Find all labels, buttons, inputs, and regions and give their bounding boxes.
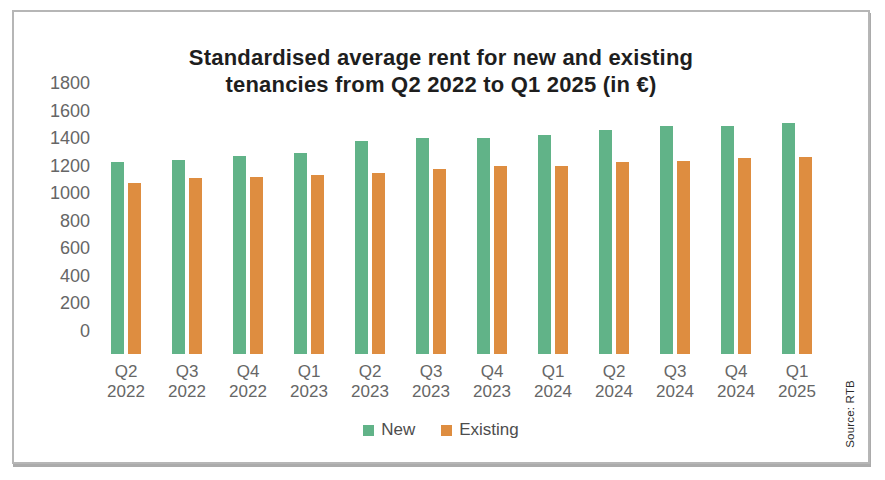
y-tick-label: 1000 <box>14 183 90 204</box>
bar-existing-q1-2025 <box>799 157 812 354</box>
bar-new-q2-2023 <box>355 141 368 354</box>
x-tick-label: Q32024 <box>645 362 705 402</box>
bar-existing-q3-2023 <box>433 169 446 354</box>
bar-new-q3-2022 <box>172 160 185 354</box>
legend-item-existing: Existing <box>441 420 519 440</box>
x-tick-label: Q42022 <box>218 362 278 402</box>
bar-existing-q2-2022 <box>128 183 141 354</box>
y-tick-label: 600 <box>14 239 90 260</box>
bar-existing-q1-2024 <box>555 166 568 354</box>
y-tick-label: 1600 <box>14 101 90 122</box>
bar-existing-q2-2024 <box>616 162 629 354</box>
bar-existing-q3-2022 <box>189 178 202 354</box>
x-tick-label: Q22024 <box>584 362 644 402</box>
chart-title: Standardised average rent for new and ex… <box>14 44 868 98</box>
bar-existing-q1-2023 <box>311 175 324 354</box>
x-tick-label: Q32023 <box>401 362 461 402</box>
y-tick-label: 0 <box>14 321 90 342</box>
bar-existing-q4-2023 <box>494 166 507 354</box>
x-tick-label: Q12023 <box>279 362 339 402</box>
y-axis: 020040060080010001200140016001800 <box>14 106 90 354</box>
x-tick-label: Q42024 <box>706 362 766 402</box>
legend-item-new: New <box>363 420 415 440</box>
y-tick-label: 800 <box>14 211 90 232</box>
x-tick-label: Q32022 <box>157 362 217 402</box>
bar-new-q3-2024 <box>660 126 673 354</box>
y-tick-label: 1400 <box>14 128 90 149</box>
legend-swatch-icon <box>363 425 374 436</box>
x-tick-label: Q22022 <box>96 362 156 402</box>
bar-new-q3-2023 <box>416 138 429 354</box>
bar-existing-q4-2024 <box>738 158 751 354</box>
y-tick-label: 400 <box>14 266 90 287</box>
plot-area <box>98 106 842 354</box>
bar-new-q1-2025 <box>782 123 795 354</box>
source-note: Source: RTB <box>844 380 856 448</box>
bar-new-q4-2022 <box>233 156 246 354</box>
x-tick-label: Q12024 <box>523 362 583 402</box>
bar-new-q4-2024 <box>721 126 734 354</box>
chart-title-line2: tenancies from Q2 2022 to Q1 2025 (in €) <box>14 71 868 98</box>
y-tick-label: 1200 <box>14 156 90 177</box>
x-tick-label: Q22023 <box>340 362 400 402</box>
legend-swatch-icon <box>441 425 452 436</box>
y-tick-label: 1800 <box>14 73 90 94</box>
bar-existing-q2-2023 <box>372 173 385 354</box>
bar-new-q1-2024 <box>538 135 551 354</box>
bar-new-q2-2022 <box>111 162 124 354</box>
y-tick-label: 200 <box>14 294 90 315</box>
legend: New Existing <box>14 420 868 440</box>
x-tick-label: Q12025 <box>767 362 827 402</box>
chart-frame: Standardised average rent for new and ex… <box>12 10 870 464</box>
x-tick-label: Q42023 <box>462 362 522 402</box>
bar-new-q1-2023 <box>294 153 307 354</box>
bar-existing-q3-2024 <box>677 161 690 354</box>
x-axis: Q22022Q32022Q42022Q12023Q22023Q32023Q420… <box>98 362 842 406</box>
legend-label: Existing <box>459 420 519 440</box>
bar-existing-q4-2022 <box>250 177 263 354</box>
legend-label: New <box>381 420 415 440</box>
bar-new-q4-2023 <box>477 138 490 354</box>
chart-title-line1: Standardised average rent for new and ex… <box>14 44 868 71</box>
bar-new-q2-2024 <box>599 130 612 354</box>
